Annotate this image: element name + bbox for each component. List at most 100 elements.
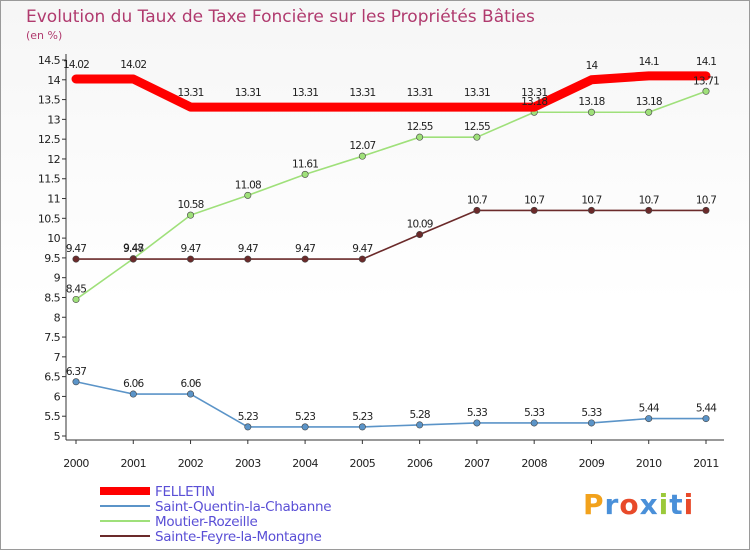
- data-point: [587, 108, 595, 116]
- data-point: [530, 419, 538, 427]
- data-point: [72, 295, 80, 303]
- data-point: [358, 423, 366, 431]
- data-label: 5.23: [238, 411, 258, 423]
- data-point: [473, 133, 481, 141]
- data-point: [473, 206, 481, 214]
- data-label: 14.02: [63, 59, 89, 71]
- data-label: 9.48: [123, 243, 143, 255]
- data-label: 13.31: [292, 87, 318, 99]
- data-point: [244, 423, 252, 431]
- series-line-2: [75, 90, 707, 301]
- data-point: [358, 255, 366, 263]
- series-line-1: [75, 380, 707, 428]
- data-point: [187, 255, 195, 263]
- data-point: [187, 211, 195, 219]
- x-tick-label: 2000: [63, 457, 89, 470]
- data-point: [358, 152, 366, 160]
- y-tick-label: 14.5: [38, 54, 61, 67]
- y-tick-label: 14: [47, 74, 60, 87]
- data-label: 13.31: [521, 87, 547, 99]
- chart-subtitle: (en %): [26, 29, 62, 42]
- y-tick-label: 7.5: [44, 331, 60, 344]
- x-tick-label: 2009: [579, 457, 605, 470]
- x-tick-label: 2008: [521, 457, 547, 470]
- data-label: 13.18: [521, 96, 547, 108]
- y-tick-label: 6.5: [44, 371, 60, 384]
- data-label: 5.33: [524, 407, 544, 419]
- data-label: 13.31: [464, 87, 490, 99]
- data-label: 5.44: [696, 403, 717, 415]
- data-label: 9.47: [180, 243, 200, 255]
- data-label: 14: [586, 60, 599, 72]
- data-label: 11.61: [292, 158, 318, 170]
- legend-label: Moutier-Rozeille: [155, 514, 258, 530]
- y-tick-label: 8.5: [44, 291, 60, 304]
- data-point: [530, 206, 538, 214]
- data-label: 10.09: [407, 219, 433, 231]
- data-point: [416, 421, 424, 429]
- series-line-3: [75, 209, 707, 260]
- data-label: 5.44: [639, 403, 660, 415]
- data-label: 10.58: [178, 199, 204, 211]
- data-label: 13.18: [636, 96, 662, 108]
- series-line-0: [71, 71, 711, 112]
- legend: FELLETINSaint-Quentin-la-ChabanneMoutier…: [100, 484, 332, 545]
- y-tick-label: 6: [54, 390, 61, 403]
- data-label: 9.47: [238, 243, 258, 255]
- y-tick-label: 5.5: [44, 410, 60, 423]
- x-tick-label: 2001: [120, 457, 146, 470]
- y-tick-label: 13.5: [38, 94, 61, 107]
- y-tick-label: 5: [54, 430, 61, 443]
- data-label: 10.7: [467, 194, 487, 206]
- x-tick-label: 2010: [636, 457, 662, 470]
- y-tick-label: 9.5: [44, 252, 60, 265]
- data-point: [129, 390, 137, 398]
- data-point: [72, 255, 80, 263]
- data-point: [645, 415, 653, 423]
- data-label: 13.31: [407, 87, 433, 99]
- data-label: 8.45: [66, 283, 86, 295]
- data-label: 10.7: [639, 194, 659, 206]
- chart-title: Evolution du Taux de Taxe Foncière sur l…: [26, 7, 535, 27]
- legend-swatch: [100, 487, 150, 495]
- logo-letter: P: [583, 488, 605, 521]
- data-label: 5.28: [410, 409, 430, 421]
- data-label: 13.31: [235, 87, 261, 99]
- data-point: [702, 415, 710, 423]
- data-label: 14.02: [120, 59, 146, 71]
- data-label: 6.37: [66, 366, 86, 378]
- logo-letter: r: [605, 488, 620, 521]
- y-tick-label: 12.5: [38, 133, 61, 146]
- data-point: [702, 206, 710, 214]
- data-label: 14.1: [696, 56, 716, 68]
- legend-swatch: [100, 535, 150, 537]
- y-tick-label: 11.5: [38, 173, 61, 186]
- data-label: 12.55: [464, 121, 490, 133]
- data-label: 9.47: [295, 243, 315, 255]
- x-tick-label: 2003: [235, 457, 261, 470]
- y-tick-label: 8: [54, 311, 61, 324]
- data-label: 13.18: [578, 96, 604, 108]
- axes: 5 5.5 6 6.5 7 7.5 8 8.5 9 9.5 10 10.5 11 11.5 12 12.5 13…: [38, 54, 724, 470]
- logo-letter: i: [684, 488, 695, 521]
- data-label: 14.1: [639, 56, 659, 68]
- x-tick-label: 2005: [350, 457, 376, 470]
- proxiti-logo: Proxiti: [583, 488, 694, 521]
- data-point: [587, 419, 595, 427]
- data-label: 6.06: [123, 378, 144, 390]
- data-label: 5.23: [352, 411, 372, 423]
- data-point: [416, 231, 424, 239]
- data-point: [129, 255, 137, 263]
- y-tick-label: 11: [47, 193, 60, 206]
- data-label: 12.55: [407, 121, 433, 133]
- x-tick-label: 2006: [407, 457, 433, 470]
- data-label: 10.7: [696, 194, 716, 206]
- data-point: [645, 108, 653, 116]
- data-point: [187, 390, 195, 398]
- legend-swatch: [100, 505, 150, 507]
- logo-letter: t: [669, 488, 683, 521]
- x-tick-label: 2002: [178, 457, 204, 470]
- data-label: 13.31: [349, 87, 375, 99]
